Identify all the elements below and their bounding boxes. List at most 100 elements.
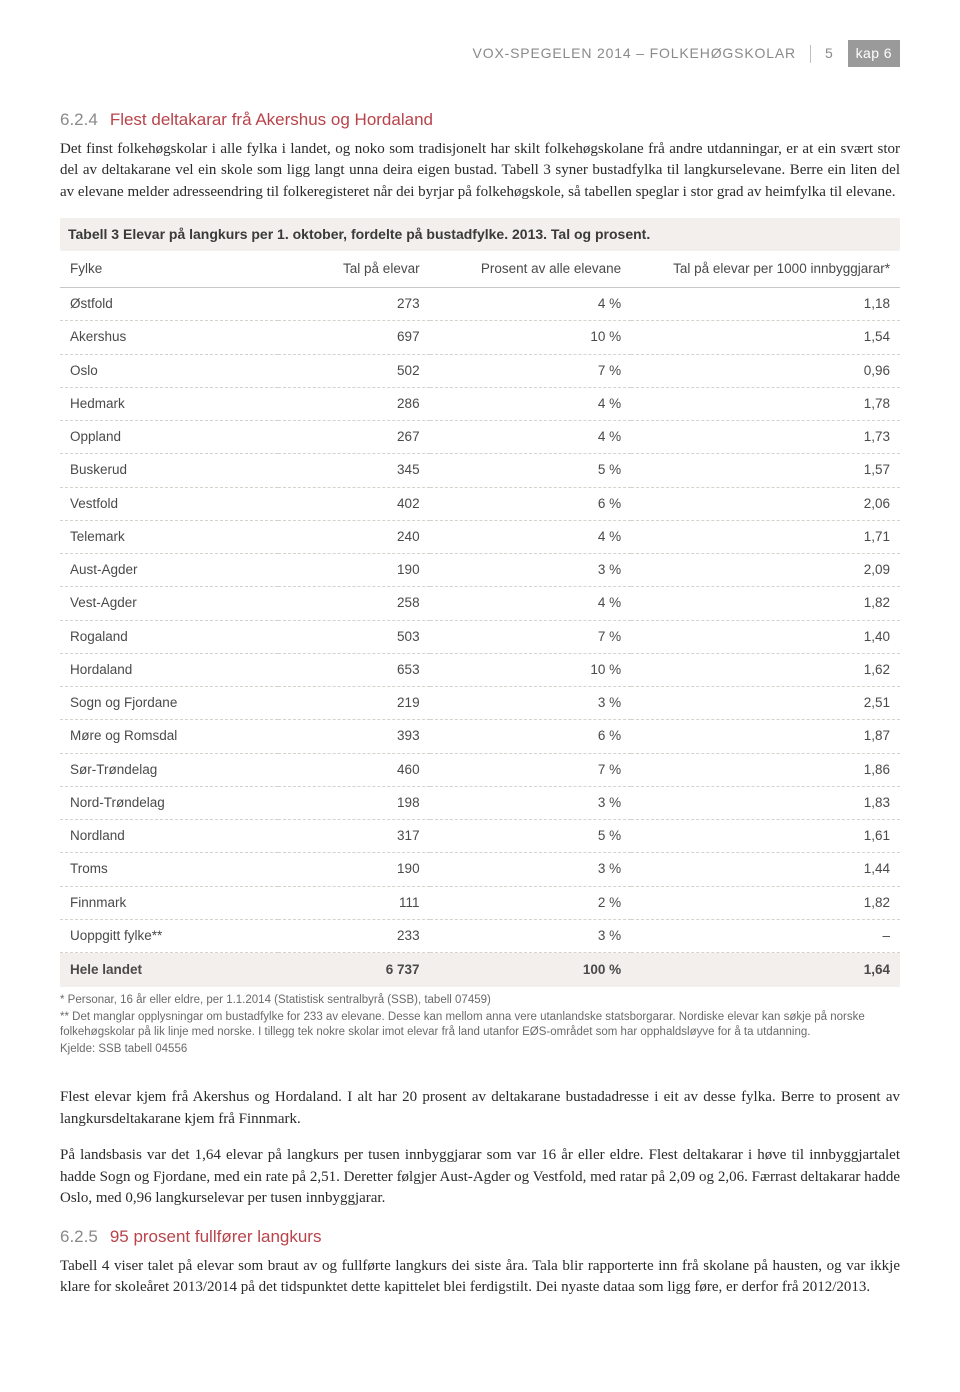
table-cell: Rogaland xyxy=(60,620,278,653)
table-cell: Uoppgitt fylke** xyxy=(60,919,278,952)
table-row: Hordaland65310 %1,62 xyxy=(60,653,900,686)
table-cell: 258 xyxy=(278,587,429,620)
table-cell: Hordaland xyxy=(60,653,278,686)
table-cell: Akershus xyxy=(60,321,278,354)
table-row-total: Hele landet6 737100 %1,64 xyxy=(60,953,900,988)
table-row: Aust-Agder1903 %2,09 xyxy=(60,554,900,587)
table3-footnotes: * Personar, 16 år eller eldre, per 1.1.2… xyxy=(60,993,900,1057)
table-cell: Hedmark xyxy=(60,387,278,420)
table-cell: Aust-Agder xyxy=(60,554,278,587)
table-cell: 190 xyxy=(278,853,429,886)
table-cell: 4 % xyxy=(430,288,632,321)
table-cell: 1,78 xyxy=(631,387,900,420)
table-cell: 503 xyxy=(278,620,429,653)
table-cell: 345 xyxy=(278,454,429,487)
col-header-fylke: Fylke xyxy=(60,251,278,288)
col-header-prosent: Prosent av alle elevane xyxy=(430,251,632,288)
page-number: 5 xyxy=(825,43,834,64)
footnote-1: * Personar, 16 år eller eldre, per 1.1.2… xyxy=(60,993,900,1009)
table-cell: Troms xyxy=(60,853,278,886)
table-cell: 3 % xyxy=(430,786,632,819)
table-cell: 3 % xyxy=(430,919,632,952)
table-cell: Sør-Trøndelag xyxy=(60,753,278,786)
table-cell: Buskerud xyxy=(60,454,278,487)
table-cell: Telemark xyxy=(60,520,278,553)
table-cell: 3 % xyxy=(430,554,632,587)
table-cell: 111 xyxy=(278,886,429,919)
table-row: Oslo5027 %0,96 xyxy=(60,354,900,387)
table-cell: 1,62 xyxy=(631,653,900,686)
table-row: Troms1903 %1,44 xyxy=(60,853,900,886)
table-cell: 393 xyxy=(278,720,429,753)
section-number: 6.2.5 xyxy=(60,1227,98,1246)
col-header-tal: Tal på elevar xyxy=(278,251,429,288)
table-row: Finnmark1112 %1,82 xyxy=(60,886,900,919)
table-cell: 502 xyxy=(278,354,429,387)
table-cell: 233 xyxy=(278,919,429,952)
table-row: Hedmark2864 %1,78 xyxy=(60,387,900,420)
table-cell: 1,64 xyxy=(631,953,900,988)
table-cell: 1,87 xyxy=(631,720,900,753)
table-row: Vest-Agder2584 %1,82 xyxy=(60,587,900,620)
table-cell: 267 xyxy=(278,421,429,454)
table-cell: 273 xyxy=(278,288,429,321)
table-cell: Vest-Agder xyxy=(60,587,278,620)
table-cell: 7 % xyxy=(430,620,632,653)
table-cell: 4 % xyxy=(430,587,632,620)
table-cell: 1,82 xyxy=(631,587,900,620)
chapter-badge: kap 6 xyxy=(848,40,900,67)
table-cell: Oppland xyxy=(60,421,278,454)
section-title: Flest deltakarar frå Akershus og Hordala… xyxy=(110,110,433,129)
body-paragraph-2: På landsbasis var det 1,64 elevar på lan… xyxy=(60,1145,900,1210)
table-cell: 0,96 xyxy=(631,354,900,387)
table-cell: 1,82 xyxy=(631,886,900,919)
table-cell: 198 xyxy=(278,786,429,819)
table-cell: 1,83 xyxy=(631,786,900,819)
table-cell: 3 % xyxy=(430,687,632,720)
table-row: Vestfold4026 %2,06 xyxy=(60,487,900,520)
table-row: Sør-Trøndelag4607 %1,86 xyxy=(60,753,900,786)
table-cell: 4 % xyxy=(430,421,632,454)
table-cell: 7 % xyxy=(430,354,632,387)
doc-title: VOX-SPEGELEN 2014 – FOLKEHØGSKOLAR xyxy=(473,43,796,64)
table-cell: 1,57 xyxy=(631,454,900,487)
section-heading-1: 6.2.4 Flest deltakarar frå Akershus og Ho… xyxy=(60,107,900,133)
table-row: Østfold2734 %1,18 xyxy=(60,288,900,321)
table3: Fylke Tal på elevar Prosent av alle elev… xyxy=(60,251,900,988)
table-cell: 1,71 xyxy=(631,520,900,553)
table-cell: 190 xyxy=(278,554,429,587)
page-header: VOX-SPEGELEN 2014 – FOLKEHØGSKOLAR 5 kap… xyxy=(60,40,900,67)
table-cell: – xyxy=(631,919,900,952)
table-cell: Hele landet xyxy=(60,953,278,988)
table-cell: 6 % xyxy=(430,720,632,753)
table-row: Møre og Romsdal3936 %1,87 xyxy=(60,720,900,753)
table-row: Nordland3175 %1,61 xyxy=(60,820,900,853)
table-row: Buskerud3455 %1,57 xyxy=(60,454,900,487)
table-cell: 10 % xyxy=(430,321,632,354)
table-cell: Sogn og Fjordane xyxy=(60,687,278,720)
table-cell: 4 % xyxy=(430,387,632,420)
table-cell: 1,73 xyxy=(631,421,900,454)
table-cell: 4 % xyxy=(430,520,632,553)
footnote-2: ** Det manglar opplysningar om bustadfyl… xyxy=(60,1010,900,1041)
table-row: Telemark2404 %1,71 xyxy=(60,520,900,553)
table-cell: 460 xyxy=(278,753,429,786)
table-cell: Nordland xyxy=(60,820,278,853)
table-cell: Nord-Trøndelag xyxy=(60,786,278,819)
table-cell: 2,06 xyxy=(631,487,900,520)
table-row: Uoppgitt fylke**2333 %– xyxy=(60,919,900,952)
table-row: Nord-Trøndelag1983 %1,83 xyxy=(60,786,900,819)
table-row: Rogaland5037 %1,40 xyxy=(60,620,900,653)
table-cell: Vestfold xyxy=(60,487,278,520)
table-cell: Østfold xyxy=(60,288,278,321)
section-heading-2: 6.2.595 prosent fullfører langkurs xyxy=(60,1224,900,1250)
table-row: Akershus69710 %1,54 xyxy=(60,321,900,354)
section-number: 6.2.4 xyxy=(60,110,98,129)
table-cell: 402 xyxy=(278,487,429,520)
table-cell: 1,54 xyxy=(631,321,900,354)
table-cell: 7 % xyxy=(430,753,632,786)
table-cell: 2 % xyxy=(430,886,632,919)
table-cell: 1,40 xyxy=(631,620,900,653)
table-cell: 2,51 xyxy=(631,687,900,720)
divider xyxy=(810,45,811,63)
